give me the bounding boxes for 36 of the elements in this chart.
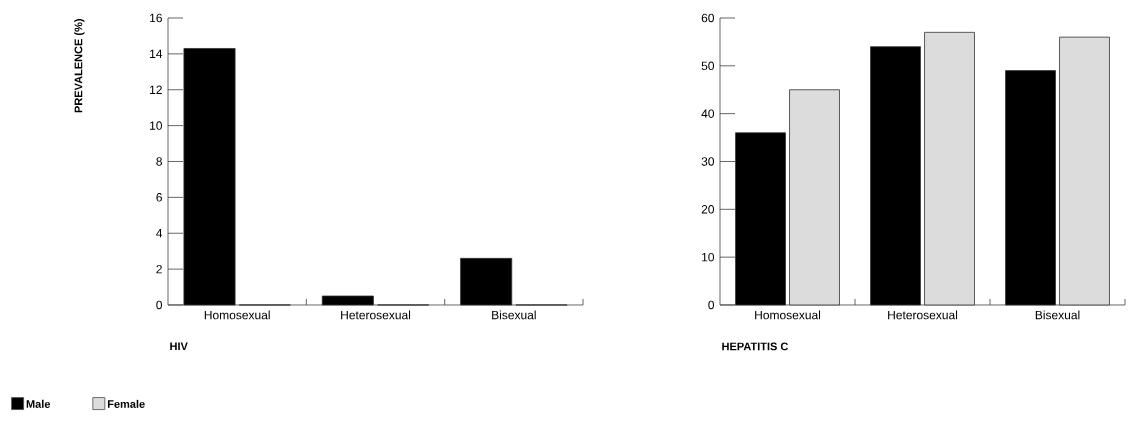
x-tick-label: Heterosexual (888, 310, 958, 320)
bar (183, 48, 236, 306)
y-tick-label: 0 (156, 300, 163, 310)
bar (460, 257, 513, 306)
y-tick-label: 8 (156, 157, 162, 166)
x-tick-label: Homosexual (204, 310, 270, 320)
y-tick-label: 20 (701, 205, 715, 214)
y-tick-label: 0 (708, 300, 715, 310)
bar (735, 132, 786, 306)
y-tick-label: 10 (702, 252, 715, 262)
legend-label: Male (26, 399, 51, 408)
bar (870, 46, 921, 306)
bar (924, 31, 975, 306)
y-tick-label: 16 (150, 13, 162, 23)
y-tick-label: 10 (150, 121, 163, 130)
y-tick-label: 60 (701, 13, 715, 23)
y-tick-label: 4 (156, 229, 163, 238)
text: HEPATITIS C (722, 342, 789, 351)
y-tick-label: 30 (701, 157, 715, 166)
y-tick-label: 2 (156, 264, 162, 274)
x-tick-label: Bisexual (1035, 310, 1080, 320)
y-tick-label: 12 (150, 85, 162, 94)
y-axis-title: PREVALENCE (%) (74, 19, 85, 113)
bar (1059, 36, 1110, 306)
x-tick-label: Heterosexual (341, 310, 411, 320)
x-tick-label: Homosexual (755, 310, 821, 320)
legend-label: Female (107, 399, 145, 408)
y-tick-label: 14 (150, 49, 163, 58)
y-tick-label: 50 (701, 61, 715, 71)
x-tick-label: Bisexual (492, 310, 536, 320)
bar (1005, 70, 1056, 306)
bar (789, 89, 840, 306)
y-tick-label: 6 (156, 193, 162, 202)
bar (321, 295, 374, 306)
text: HIV (170, 342, 188, 351)
y-tick-label: 40 (701, 109, 715, 118)
